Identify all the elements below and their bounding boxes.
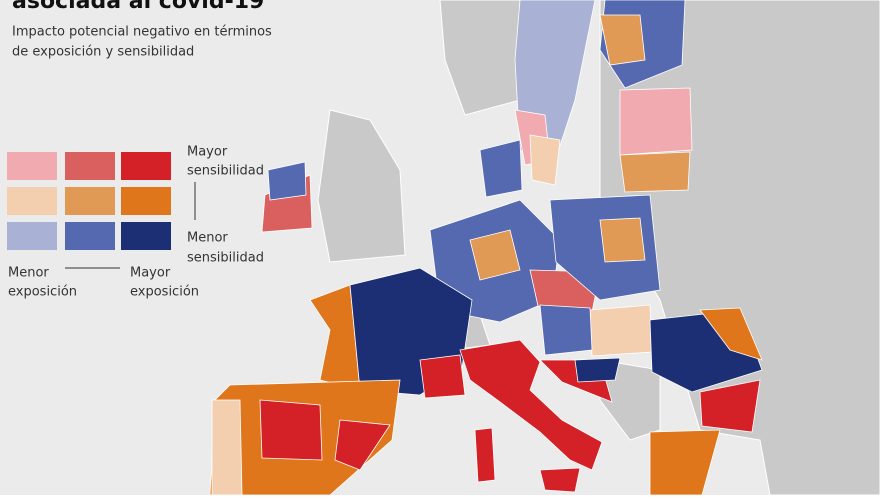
legend-label: Menor — [187, 231, 228, 246]
legend-label: Mayor — [187, 145, 228, 160]
subtitle: Impacto potencial negativo en términos — [12, 25, 272, 40]
subtitle: de exposición y sensibilidad — [12, 45, 194, 60]
legend-swatch — [121, 222, 171, 250]
legend-swatch — [7, 222, 57, 250]
legend-swatch — [65, 152, 115, 180]
regions — [209, 0, 763, 496]
legend-swatch — [121, 152, 171, 180]
legend-swatch — [121, 187, 171, 215]
legend-swatch — [7, 152, 57, 180]
legend-label: exposición — [130, 285, 199, 300]
legend-swatch — [7, 187, 57, 215]
legend-label: sensibilidad — [187, 251, 264, 266]
title: asociada al covid-19 — [12, 0, 264, 14]
legend-swatch — [65, 187, 115, 215]
legend-label: sensibilidad — [187, 164, 264, 179]
legend-swatch — [65, 222, 115, 250]
legend-label: Menor — [8, 266, 49, 281]
legend-label: Mayor — [130, 266, 171, 281]
legend-label: exposición — [8, 285, 77, 300]
legend: Mayor sensibilidad Menor sensibilidad Me… — [7, 145, 264, 300]
